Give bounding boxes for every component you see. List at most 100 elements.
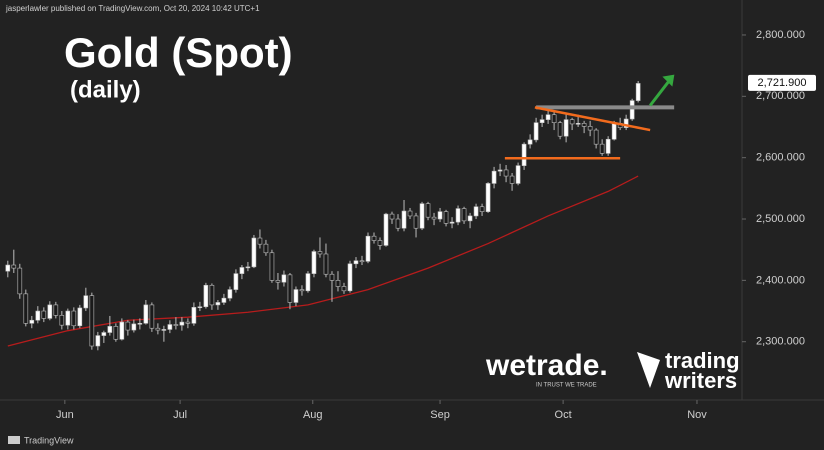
candle-body xyxy=(179,321,185,326)
x-tick-label: Aug xyxy=(303,409,323,421)
candle-body xyxy=(209,284,215,306)
footer: TradingView xyxy=(24,435,74,445)
candle-body xyxy=(89,295,95,347)
candle-body xyxy=(371,235,377,241)
candle-body xyxy=(29,319,35,324)
candle-body xyxy=(239,267,245,274)
candle-body xyxy=(281,274,287,283)
candle-body xyxy=(479,206,485,212)
candle-body xyxy=(533,122,539,141)
candle-body xyxy=(485,183,491,212)
candle-body xyxy=(605,138,611,154)
trading-writers-line1: trading xyxy=(665,348,740,373)
candle-body xyxy=(203,284,209,308)
candle-body xyxy=(119,321,125,340)
candle-body xyxy=(473,206,479,217)
candle-body xyxy=(305,273,311,292)
candle-body xyxy=(575,123,581,125)
candle-body xyxy=(515,165,521,184)
candle-body xyxy=(377,240,383,246)
candle-body xyxy=(353,260,359,265)
candle-body xyxy=(365,235,371,262)
candle-body xyxy=(389,213,395,220)
candle-body xyxy=(107,326,113,333)
candle-body xyxy=(341,286,347,292)
candle-body xyxy=(299,289,305,292)
candle-body xyxy=(137,323,143,325)
x-tick-label: Nov xyxy=(687,409,707,421)
y-tick-label: 2,700.000 xyxy=(756,90,805,102)
candle-body xyxy=(623,118,629,128)
candle-body xyxy=(125,321,131,331)
chart-subtitle: (daily) xyxy=(70,76,141,103)
candle-body xyxy=(293,289,299,303)
candle-body xyxy=(101,332,107,336)
candle-body xyxy=(317,251,323,255)
candle-body xyxy=(275,280,281,283)
candle-body xyxy=(443,211,449,224)
x-tick-label: Sep xyxy=(430,409,450,421)
candle-body xyxy=(347,263,353,292)
candle-body xyxy=(323,253,329,275)
candle-body xyxy=(521,143,527,166)
candle-body xyxy=(245,266,251,269)
candle-body xyxy=(629,100,635,120)
candle-body xyxy=(149,304,155,329)
candle-body xyxy=(23,293,29,324)
last-price-label: 2,721.900 xyxy=(758,77,807,89)
plot-area xyxy=(5,74,675,351)
candle-body xyxy=(53,304,59,316)
x-tick-label: Jun xyxy=(56,409,74,421)
level-line xyxy=(534,106,651,132)
candle-body xyxy=(311,251,317,274)
candle-body xyxy=(41,310,47,319)
candle-body xyxy=(167,324,173,330)
candle-body xyxy=(173,324,179,326)
arrow-head xyxy=(662,74,675,87)
candle-body xyxy=(329,273,335,281)
candle-body xyxy=(47,304,53,319)
chart-title: Gold (Spot) xyxy=(64,29,293,76)
candle-body xyxy=(65,310,71,326)
candle-body xyxy=(545,114,551,120)
candle-body xyxy=(455,208,461,223)
last-price-box xyxy=(748,74,816,91)
candle-body xyxy=(77,307,83,327)
candle-body xyxy=(71,310,77,327)
candle-body xyxy=(437,211,443,220)
y-tick-label: 2,300.000 xyxy=(756,336,805,348)
x-tick-label: Oct xyxy=(555,409,572,421)
footer-logo xyxy=(8,436,20,444)
candle-body xyxy=(155,327,161,331)
candle-body xyxy=(257,237,263,245)
candle-body xyxy=(251,237,257,268)
candle-body xyxy=(191,307,197,324)
candle-body xyxy=(425,203,431,218)
candle-body xyxy=(497,169,503,172)
candle-body xyxy=(557,122,563,137)
candle-body xyxy=(359,260,365,263)
y-tick-label: 2,400.000 xyxy=(756,274,805,286)
candle-body xyxy=(569,119,575,125)
candle-body xyxy=(263,243,269,254)
candle-body xyxy=(59,315,65,326)
candle-body xyxy=(611,123,617,140)
candle-body xyxy=(401,210,407,229)
candle-body xyxy=(509,175,515,184)
candle-body xyxy=(587,126,593,131)
candle-body xyxy=(335,280,341,287)
candle-body xyxy=(395,218,401,229)
candle-body xyxy=(131,323,137,331)
candle-body xyxy=(269,252,275,281)
wetrade-tagline: IN TRUST WE TRADE xyxy=(536,383,597,389)
trading-writers-icon xyxy=(637,352,660,388)
candle-body xyxy=(83,295,89,309)
candle-body xyxy=(491,170,497,184)
candle-body xyxy=(449,221,455,224)
candle-body xyxy=(593,129,599,145)
y-tick-label: 2,500.000 xyxy=(756,213,805,225)
candle-body xyxy=(551,114,557,123)
candle-body xyxy=(431,216,437,220)
